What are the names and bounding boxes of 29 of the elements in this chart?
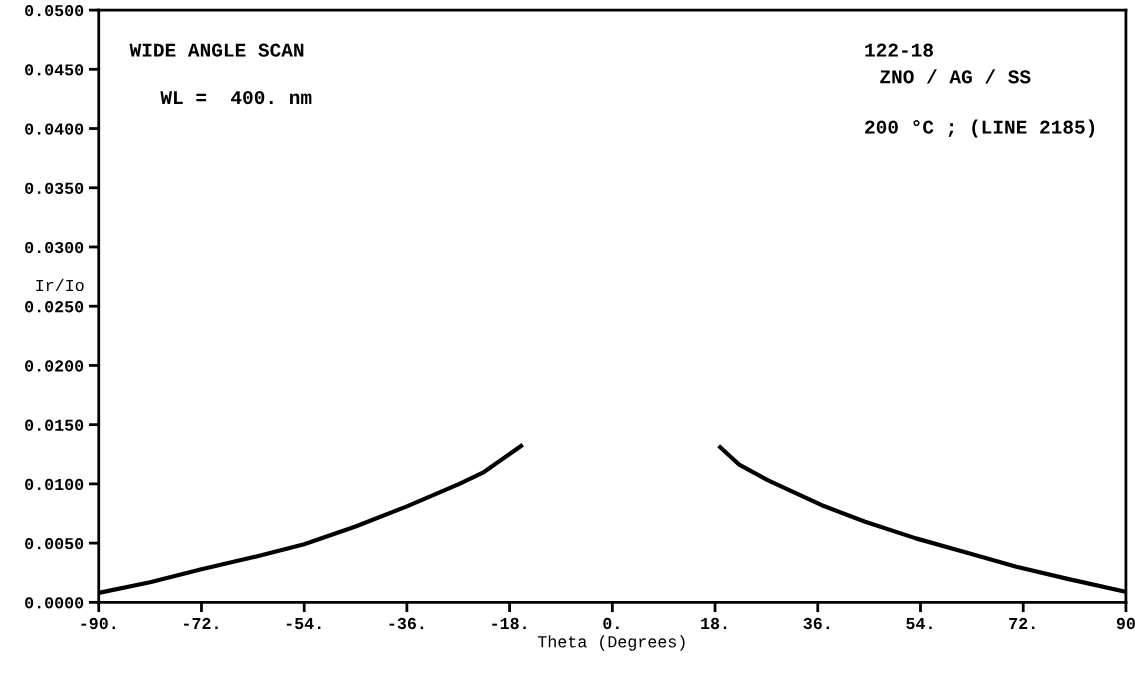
x-tick-label: 0. <box>603 617 619 630</box>
x-tick-label: 36. <box>803 617 829 630</box>
y-tick-label: 0.0300 <box>25 241 84 254</box>
x-tick-label: 90 <box>1116 617 1135 630</box>
x-tick-label: 72. <box>1009 617 1035 629</box>
y-tick-label: 0.0150 <box>25 419 84 431</box>
y-tick-label: 0.0050 <box>25 538 84 550</box>
x-tick-label: -90. <box>81 617 115 630</box>
annotation: 122-18 <box>865 43 933 57</box>
y-tick-label: 0.0100 <box>25 478 84 491</box>
y-tick-label: 0.0000 <box>25 597 84 609</box>
x-tick-label: -18. <box>492 617 526 630</box>
y-tick-label: 0.0400 <box>25 123 84 135</box>
y-axis-title: Ir/Io <box>36 278 84 292</box>
x-tick-label: 18. <box>701 617 727 630</box>
x-axis-title: Theta (Degrees) <box>537 635 685 651</box>
y-tick-label: 0.0200 <box>25 360 84 372</box>
annotation: 200 °C ; (LINE 2185) <box>865 119 1095 138</box>
y-tick-label: 0.0500 <box>25 4 84 17</box>
y-tick-label: 0.0250 <box>25 301 84 313</box>
y-tick-label: 0.0350 <box>25 182 84 194</box>
annotation: WL = 400. nm <box>160 90 312 105</box>
x-tick-label: -72. <box>184 617 218 629</box>
annotation: ZNO / AG / SS <box>880 69 1031 84</box>
x-tick-label: 54. <box>906 618 932 630</box>
x-tick-label: -54. <box>286 618 321 630</box>
x-tick-label: -36. <box>389 617 424 630</box>
annotation: WIDE ANGLE SCAN <box>129 43 304 57</box>
y-tick-label: 0.0450 <box>25 64 84 76</box>
